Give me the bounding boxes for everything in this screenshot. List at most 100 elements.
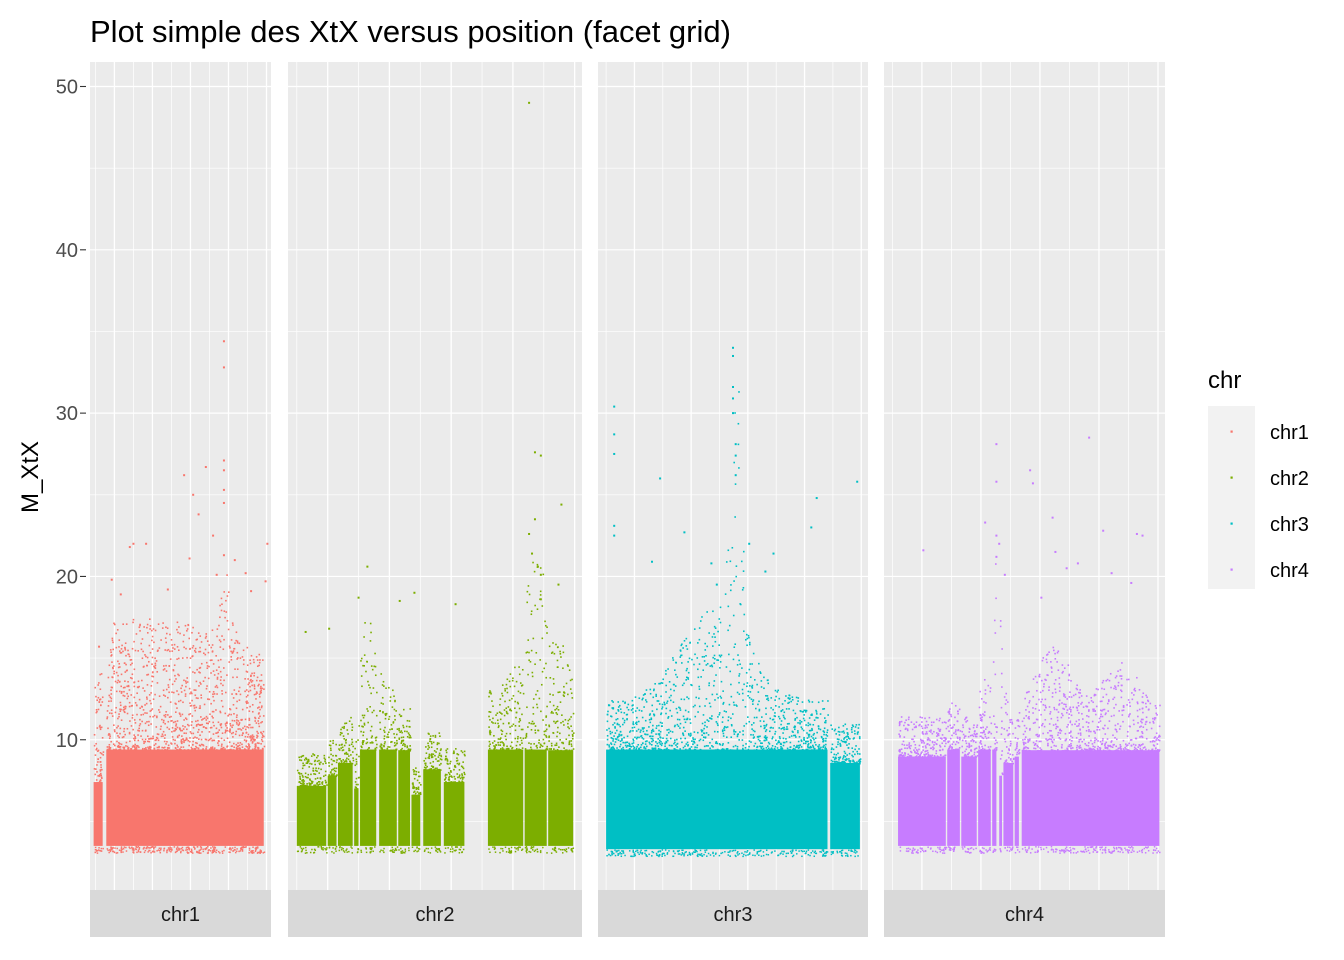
data-point <box>113 670 116 673</box>
data-point <box>617 701 620 703</box>
data-point <box>440 748 442 750</box>
data-point <box>360 745 363 748</box>
data-point <box>698 638 701 641</box>
data-point <box>767 679 769 681</box>
data-point <box>693 663 695 666</box>
data-point <box>112 850 115 853</box>
outlier-point <box>528 532 531 535</box>
data-point <box>206 667 209 669</box>
data-point <box>545 728 548 731</box>
data-point <box>839 742 841 745</box>
data-point <box>231 622 234 624</box>
data-point <box>767 699 770 702</box>
data-point <box>839 744 842 746</box>
data-point <box>912 847 915 849</box>
data-point <box>250 739 252 742</box>
data-point <box>147 724 150 727</box>
data-point <box>405 725 408 728</box>
data-point <box>745 633 748 636</box>
data-point <box>812 737 814 739</box>
data-point <box>641 737 644 739</box>
data-point <box>546 852 548 854</box>
data-point <box>813 748 816 750</box>
outlier-point <box>810 526 813 529</box>
data-point <box>745 672 748 674</box>
data-point <box>132 618 135 621</box>
data-point <box>792 749 794 751</box>
data-point <box>765 853 768 856</box>
outlier-point <box>183 474 186 477</box>
data-point <box>841 740 844 743</box>
data-point <box>546 745 548 748</box>
data-point <box>779 737 781 740</box>
data-point <box>189 692 191 695</box>
data-point <box>712 656 714 659</box>
data-point <box>499 749 502 752</box>
data-point <box>160 735 163 738</box>
data-point <box>117 725 119 727</box>
data-point <box>379 721 381 724</box>
data-point <box>494 722 497 725</box>
data-point <box>382 680 385 683</box>
data-point <box>440 758 443 761</box>
data-point <box>412 786 414 789</box>
data-point <box>532 723 534 725</box>
data-point <box>521 747 524 749</box>
data-point <box>316 777 319 779</box>
data-point <box>198 849 201 852</box>
data-point <box>221 690 223 692</box>
data-point <box>630 745 632 748</box>
data-point <box>852 725 855 728</box>
data-point <box>212 850 215 852</box>
data-point <box>899 846 902 849</box>
data-point <box>631 855 633 858</box>
data-point <box>499 703 501 706</box>
data-point <box>137 845 140 848</box>
data-point <box>99 688 102 691</box>
point-cloud-chr1 <box>93 340 269 854</box>
data-point <box>180 687 182 690</box>
data-point <box>915 721 918 723</box>
data-point <box>135 846 137 848</box>
data-point <box>369 622 372 625</box>
data-point <box>448 781 450 784</box>
data-point <box>640 749 643 751</box>
data-point <box>348 747 350 750</box>
data-point <box>342 759 344 761</box>
data-point <box>132 848 135 851</box>
data-point <box>686 741 689 744</box>
data-point <box>444 852 446 854</box>
data-point <box>510 851 513 854</box>
data-point <box>835 753 838 756</box>
data-point <box>375 736 378 739</box>
data-point <box>188 687 191 690</box>
data-point <box>129 659 132 661</box>
data-point <box>236 719 238 721</box>
data-point <box>665 740 668 743</box>
data-point <box>530 610 533 613</box>
data-point <box>332 759 335 762</box>
data-point <box>438 752 441 755</box>
data-point <box>344 739 347 742</box>
data-point <box>251 852 254 854</box>
data-point <box>648 726 650 728</box>
data-point <box>810 714 812 716</box>
outlier-point <box>531 552 534 555</box>
data-point <box>355 783 358 786</box>
data-point <box>520 728 523 731</box>
data-point <box>345 738 347 741</box>
data-point <box>171 644 173 646</box>
data-point <box>934 850 937 853</box>
data-point <box>192 743 194 746</box>
data-point <box>699 749 701 752</box>
data-point <box>254 717 257 720</box>
data-point <box>901 755 904 757</box>
data-point <box>806 749 808 751</box>
data-point <box>622 723 624 726</box>
data-point <box>729 589 732 592</box>
data-point <box>237 742 239 744</box>
data-point <box>143 665 145 668</box>
data-point <box>846 738 848 741</box>
data-point <box>142 650 144 653</box>
data-point <box>122 694 125 697</box>
